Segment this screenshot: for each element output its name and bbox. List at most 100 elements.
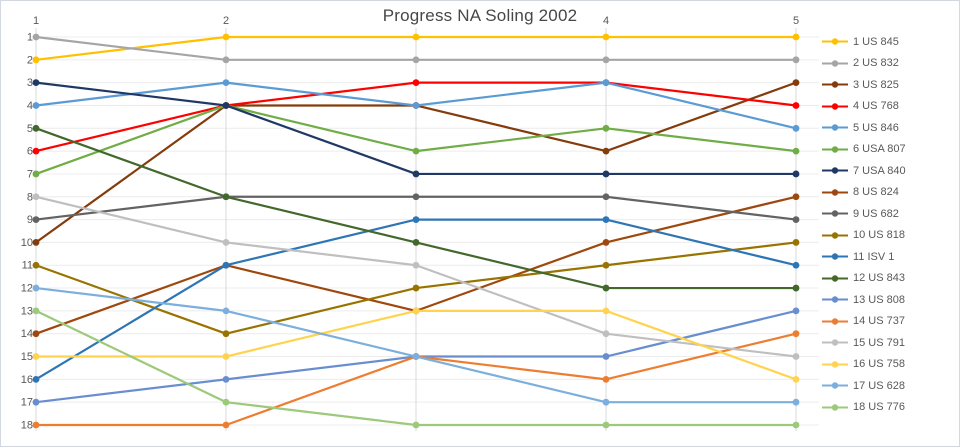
legend-item[interactable]: 16 US 758 — [822, 354, 906, 376]
data-point-marker[interactable] — [222, 375, 230, 383]
data-point-marker[interactable] — [412, 102, 420, 109]
data-point-marker[interactable] — [32, 33, 40, 41]
data-point-marker[interactable] — [32, 353, 40, 360]
data-point-marker[interactable] — [602, 193, 610, 201]
data-point-marker[interactable] — [792, 56, 800, 64]
data-point-marker[interactable] — [602, 307, 610, 315]
data-point-marker[interactable] — [412, 353, 420, 360]
data-point-marker[interactable] — [602, 421, 610, 429]
data-point-marker[interactable] — [412, 147, 420, 155]
data-point-marker[interactable] — [32, 216, 40, 223]
data-point-marker[interactable] — [792, 261, 800, 269]
data-point-marker[interactable] — [222, 261, 230, 269]
data-point-marker[interactable] — [412, 421, 420, 429]
data-point-marker[interactable] — [412, 79, 420, 87]
data-point-marker[interactable] — [412, 56, 420, 64]
data-point-marker[interactable] — [792, 216, 800, 223]
data-point-marker[interactable] — [32, 56, 40, 64]
data-point-marker[interactable] — [32, 284, 40, 292]
data-point-marker[interactable] — [792, 124, 800, 132]
data-point-marker[interactable] — [412, 216, 420, 223]
legend-item[interactable]: 10 US 818 — [822, 225, 906, 247]
data-point-marker[interactable] — [602, 375, 610, 383]
legend-item[interactable]: 9 US 682 — [822, 203, 906, 225]
data-point-marker[interactable] — [602, 170, 610, 178]
data-point-marker[interactable] — [32, 307, 40, 315]
data-point-marker[interactable] — [412, 284, 420, 292]
data-point-marker[interactable] — [32, 330, 40, 338]
data-point-marker[interactable] — [32, 239, 40, 246]
legend-item[interactable]: 15 US 791 — [822, 332, 906, 354]
legend-item[interactable]: 6 USA 807 — [822, 139, 906, 161]
data-point-marker[interactable] — [602, 33, 610, 41]
legend-item[interactable]: 5 US 846 — [822, 117, 906, 139]
data-point-marker[interactable] — [602, 330, 610, 338]
data-point-marker[interactable] — [222, 79, 230, 87]
data-point-marker[interactable] — [222, 33, 230, 41]
data-point-marker[interactable] — [792, 102, 800, 109]
data-point-marker[interactable] — [412, 33, 420, 41]
data-point-marker[interactable] — [222, 398, 230, 406]
data-point-marker[interactable] — [602, 79, 610, 87]
data-point-marker[interactable] — [792, 79, 800, 87]
data-point-marker[interactable] — [792, 330, 800, 338]
data-point-marker[interactable] — [602, 147, 610, 155]
data-point-marker[interactable] — [602, 239, 610, 246]
data-point-marker[interactable] — [32, 398, 40, 406]
y-tick-label: 10 — [21, 237, 33, 249]
data-point-marker[interactable] — [222, 193, 230, 201]
data-point-marker[interactable] — [792, 193, 800, 201]
data-point-marker[interactable] — [412, 193, 420, 201]
data-point-marker[interactable] — [792, 33, 800, 41]
data-point-marker[interactable] — [222, 56, 230, 64]
data-point-marker[interactable] — [412, 239, 420, 246]
data-point-marker[interactable] — [222, 353, 230, 360]
data-point-marker[interactable] — [32, 79, 40, 87]
legend-item[interactable]: 1 US 845 — [822, 31, 906, 53]
data-point-marker[interactable] — [222, 307, 230, 315]
data-point-marker[interactable] — [32, 375, 40, 383]
data-point-marker[interactable] — [222, 330, 230, 338]
data-point-marker[interactable] — [602, 216, 610, 223]
data-point-marker[interactable] — [792, 421, 800, 429]
data-point-marker[interactable] — [32, 170, 40, 178]
data-point-marker[interactable] — [32, 261, 40, 269]
data-point-marker[interactable] — [792, 284, 800, 292]
data-point-marker[interactable] — [792, 307, 800, 315]
data-point-marker[interactable] — [792, 239, 800, 246]
data-point-marker[interactable] — [222, 102, 230, 109]
data-point-marker[interactable] — [792, 398, 800, 406]
data-point-marker[interactable] — [412, 170, 420, 178]
data-point-marker[interactable] — [32, 147, 40, 155]
data-point-marker[interactable] — [222, 239, 230, 246]
legend-item-label: 13 US 808 — [853, 293, 905, 306]
data-point-marker[interactable] — [792, 147, 800, 155]
legend-item[interactable]: 12 US 843 — [822, 268, 906, 290]
data-point-marker[interactable] — [222, 421, 230, 429]
data-point-marker[interactable] — [602, 398, 610, 406]
data-point-marker[interactable] — [412, 307, 420, 315]
data-point-marker[interactable] — [602, 284, 610, 292]
legend-item[interactable]: 8 US 824 — [822, 182, 906, 204]
legend-item[interactable]: 17 US 628 — [822, 375, 906, 397]
legend-item[interactable]: 2 US 832 — [822, 53, 906, 75]
data-point-marker[interactable] — [792, 353, 800, 360]
data-point-marker[interactable] — [602, 261, 610, 269]
legend-item[interactable]: 14 US 737 — [822, 311, 906, 333]
data-point-marker[interactable] — [32, 102, 40, 109]
data-point-marker[interactable] — [602, 353, 610, 360]
data-point-marker[interactable] — [412, 261, 420, 269]
legend-item[interactable]: 11 ISV 1 — [822, 246, 906, 268]
legend-item[interactable]: 4 US 768 — [822, 96, 906, 118]
data-point-marker[interactable] — [32, 421, 40, 429]
data-point-marker[interactable] — [792, 170, 800, 178]
data-point-marker[interactable] — [32, 193, 40, 201]
legend-item[interactable]: 18 US 776 — [822, 397, 906, 419]
data-point-marker[interactable] — [602, 124, 610, 132]
legend-item[interactable]: 7 USA 840 — [822, 160, 906, 182]
data-point-marker[interactable] — [792, 375, 800, 383]
legend-item[interactable]: 3 US 825 — [822, 74, 906, 96]
data-point-marker[interactable] — [602, 56, 610, 64]
legend-item[interactable]: 13 US 808 — [822, 289, 906, 311]
data-point-marker[interactable] — [32, 124, 40, 132]
